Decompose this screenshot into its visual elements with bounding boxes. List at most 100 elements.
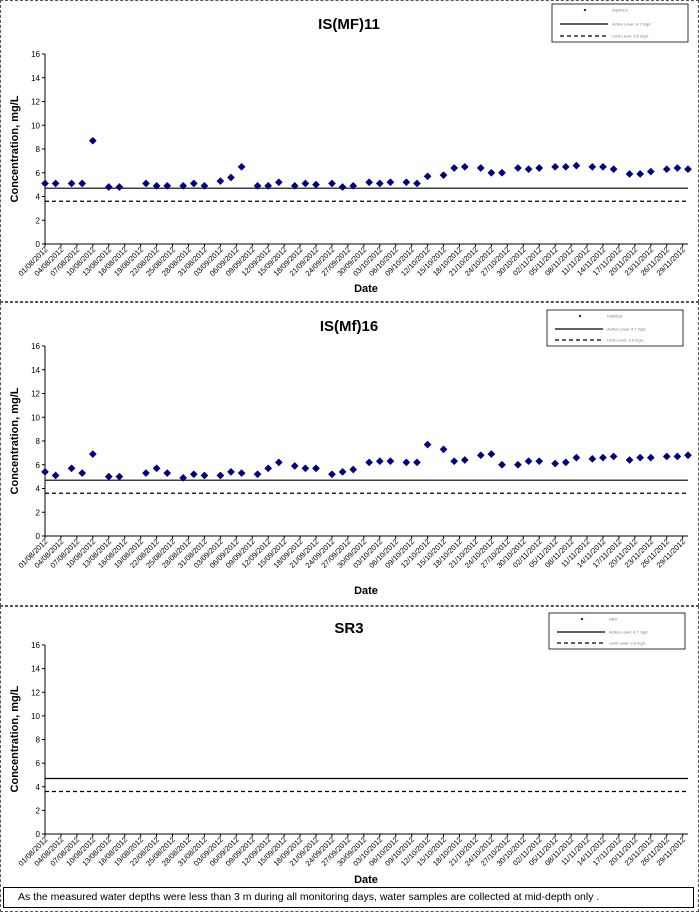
chart-title: IS(Mf)16 [320,318,378,335]
data-point [216,177,225,186]
data-point [338,183,347,191]
data-point [524,165,533,174]
data-point [152,464,161,473]
legend-entry: Limit Level: 3.6 mg/L [607,338,645,343]
data-point [460,162,469,171]
data-point [179,181,188,190]
data-point [264,181,273,190]
y-axis-title: Concentration, mg/L [9,685,21,792]
data-point [142,179,150,188]
footnote: As the measured water depths were less t… [3,887,694,908]
y-tick-label: 14 [31,665,40,674]
data-point [535,457,544,466]
data-point [274,458,283,467]
legend-entry: SR3 [609,617,618,622]
data-point [338,467,347,476]
data-point [51,179,60,188]
data-point [301,464,310,473]
data-point [439,171,448,180]
data-point [163,181,172,190]
data-point [599,162,607,171]
data-point [152,181,161,190]
y-tick-label: 2 [36,216,41,225]
y-tick-label: 14 [31,74,40,83]
y-axis-title: Concentration, mg/L [9,95,21,202]
data-point [609,452,618,461]
y-tick-label: 16 [31,342,40,351]
data-point [386,178,395,187]
y-tick-label: 2 [36,508,41,517]
y-tick-label: 16 [31,50,40,59]
y-tick-label: 4 [36,193,41,202]
data-point [104,183,113,191]
data-point [253,181,262,190]
data-point [662,452,671,461]
legend-entry: Action Level: 4.7 mg/L [607,327,647,332]
data-point [179,473,188,482]
data-point [413,179,421,188]
data-point [274,178,283,187]
data-point [227,467,235,476]
data-point [572,453,581,462]
data-point [365,458,374,467]
data-point [402,178,411,187]
data-point [636,453,645,462]
y-tick-label: 8 [36,437,41,446]
legend-entry: Limit Level: 3.6 mg/L [609,641,647,646]
y-tick-label: 16 [31,641,40,650]
y-tick-label: 12 [31,688,40,697]
data-point [200,181,209,190]
data-point [551,162,560,171]
y-tick-label: 0 [36,532,41,541]
y-tick-label: 4 [36,783,41,792]
data-point [290,461,299,470]
data-point [312,180,320,189]
data-point [301,179,310,188]
data-point [524,457,533,466]
data-point [460,456,469,464]
data-point [216,471,225,480]
y-tick-label: 10 [31,712,40,721]
chart-panel-ismf11: IS(MF)11 0 2 4 6 8 10 12 14 16 Concentration, mg/L… [0,0,699,302]
data-point [423,440,432,449]
data-point [328,470,336,479]
data-point [662,165,671,174]
data-point [88,450,97,459]
data-point [104,472,113,481]
y-tick-label: 10 [31,121,40,130]
data-point [513,164,522,172]
data-point [636,169,645,178]
data-point [227,173,235,182]
data-point [609,165,618,174]
data-point [588,454,597,463]
data-point [423,172,432,181]
data-point [349,181,358,190]
data-point [439,445,448,454]
data-point [386,457,395,466]
data-point [115,472,124,481]
data-point [476,164,485,172]
data-point [646,167,655,176]
x-axis-title: Date [354,874,378,886]
data-point [646,453,655,462]
data-point [365,178,374,187]
data-point [673,452,682,461]
data-point [78,469,87,478]
chart-panel-sr3: SR3 0 2 4 6 8 10 12 14 16 Concentration, mg/L 01/08… [0,606,699,912]
legend-entry: Action Level: 4.7 mg/L [609,630,649,635]
data-point [684,165,692,174]
data-point [487,450,496,459]
data-point [115,183,124,191]
chart-title: SR3 [334,620,363,637]
data-point [588,162,597,171]
data-point [625,169,634,178]
data-point [375,179,384,188]
legend-entry: IS(Mf)16 [607,314,623,319]
chart-ismf11: IS(MF)11 0 2 4 6 8 10 12 14 16 Concentration, mg/L… [9,3,692,295]
y-tick-label: 12 [31,390,40,399]
data-point [561,162,570,171]
data-point [253,470,262,479]
data-point [535,164,544,172]
legend-marker [583,8,587,12]
